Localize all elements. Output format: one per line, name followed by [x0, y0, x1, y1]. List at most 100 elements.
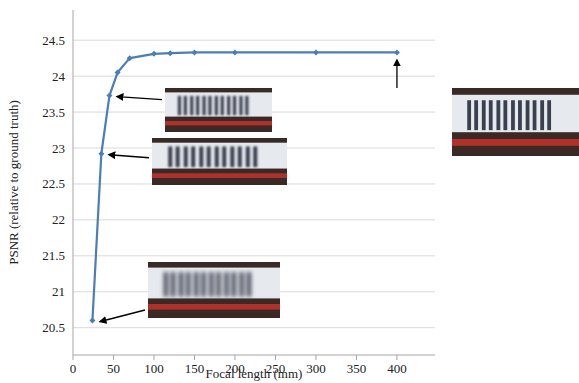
x-tick-label: 400: [387, 361, 407, 376]
inset-stroke: [245, 96, 248, 115]
grid-line: [73, 76, 435, 77]
y-tick-label: 22.5: [42, 176, 65, 191]
inset-strokes: [467, 100, 551, 130]
inset-stroke: [533, 100, 537, 130]
x-tick-label: 150: [185, 361, 205, 376]
y-tick-label: 21.5: [42, 248, 65, 263]
inset-stroke: [233, 96, 236, 115]
inset-stroke: [164, 272, 168, 297]
x-tick: [234, 355, 235, 360]
grid-line: [73, 255, 435, 256]
inset-strokes: [168, 146, 257, 167]
inset-stroke: [239, 96, 242, 115]
inset-stroke: [489, 100, 493, 130]
inset-stroke: [179, 272, 183, 297]
inset-stroke: [221, 96, 224, 115]
inset-stripe: [152, 173, 287, 178]
marker: [98, 151, 104, 157]
y-tick-label: 20.5: [42, 320, 65, 335]
inset-stroke: [503, 100, 507, 130]
inset-stripe: [148, 304, 280, 310]
marker: [191, 49, 197, 55]
inset-stroke: [208, 96, 211, 115]
x-tick: [275, 355, 276, 360]
inset-bg: [452, 88, 579, 156]
inset-stroke: [202, 96, 205, 115]
marker: [232, 49, 238, 55]
inset-bg: [148, 262, 280, 318]
marker: [313, 49, 319, 55]
inset-stroke: [482, 100, 486, 130]
inset-stroke: [186, 272, 190, 297]
x-tick: [153, 355, 154, 360]
x-axis-label: Focal length (mm): [206, 366, 303, 381]
inset-band: [152, 143, 287, 169]
inset-stroke: [511, 100, 515, 130]
y-axis-label: PSNR (relative to ground truth): [6, 100, 21, 265]
inset-stroke: [240, 272, 244, 297]
inset-stroke: [194, 272, 198, 297]
inset-stroke: [215, 146, 219, 167]
inset-stroke: [225, 272, 229, 297]
inset-image: [452, 88, 579, 156]
inset-stroke: [547, 100, 551, 130]
chart: 20.52121.52222.52323.52424.5050100150200…: [0, 0, 579, 383]
x-tick: [396, 355, 397, 360]
inset-stripe: [165, 121, 272, 125]
x-tick: [113, 355, 114, 360]
y-axis: [73, 10, 74, 355]
x-tick: [315, 355, 316, 360]
inset-stroke: [227, 96, 230, 115]
y-tick-label: 23: [52, 141, 65, 156]
inset-band: [148, 268, 280, 299]
inset-stroke: [247, 272, 251, 297]
grid-line: [73, 219, 435, 220]
grid-line: [73, 40, 435, 41]
inset-bg: [152, 138, 287, 185]
inset-strokes: [178, 96, 249, 115]
inset-stroke: [196, 96, 199, 115]
inset-stroke: [540, 100, 544, 130]
arrow: [100, 310, 145, 322]
inset-stroke: [232, 272, 236, 297]
inset-stroke: [474, 100, 478, 130]
inset-band: [452, 95, 579, 132]
marker: [167, 50, 173, 56]
line: [92, 52, 397, 320]
x-tick: [356, 355, 357, 360]
marker: [115, 70, 121, 76]
inset-stroke: [230, 146, 234, 167]
x-tick-label: 0: [70, 361, 77, 376]
inset-stroke: [526, 100, 530, 130]
inset-stroke: [217, 272, 221, 297]
x-tick: [73, 355, 74, 360]
inset-stroke: [253, 146, 257, 167]
inset-bg: [165, 88, 272, 132]
arrow: [117, 97, 162, 100]
inset-stroke: [209, 272, 213, 297]
y-tick-label: 22: [52, 212, 65, 227]
marker: [127, 55, 133, 61]
marker: [106, 93, 112, 99]
inset-stroke: [176, 146, 180, 167]
inset-band: [165, 92, 272, 116]
inset-stroke: [467, 100, 471, 130]
inset-stroke: [184, 96, 187, 115]
inset-stroke: [191, 146, 195, 167]
x-tick-label: 350: [347, 361, 367, 376]
inset-strokes: [164, 272, 251, 297]
inset-stroke: [238, 146, 242, 167]
inset-stroke: [171, 272, 175, 297]
grid-line: [73, 327, 435, 328]
x-tick: [194, 355, 195, 360]
inset-stroke: [246, 146, 250, 167]
marker: [151, 51, 157, 57]
inset-stroke: [184, 146, 188, 167]
marker: [394, 49, 400, 55]
x-axis: [73, 355, 435, 356]
inset-stroke: [496, 100, 500, 130]
inset-stroke: [168, 146, 172, 167]
inset-stroke: [207, 146, 211, 167]
x-tick-label: 100: [144, 361, 164, 376]
annotations: [100, 60, 579, 321]
